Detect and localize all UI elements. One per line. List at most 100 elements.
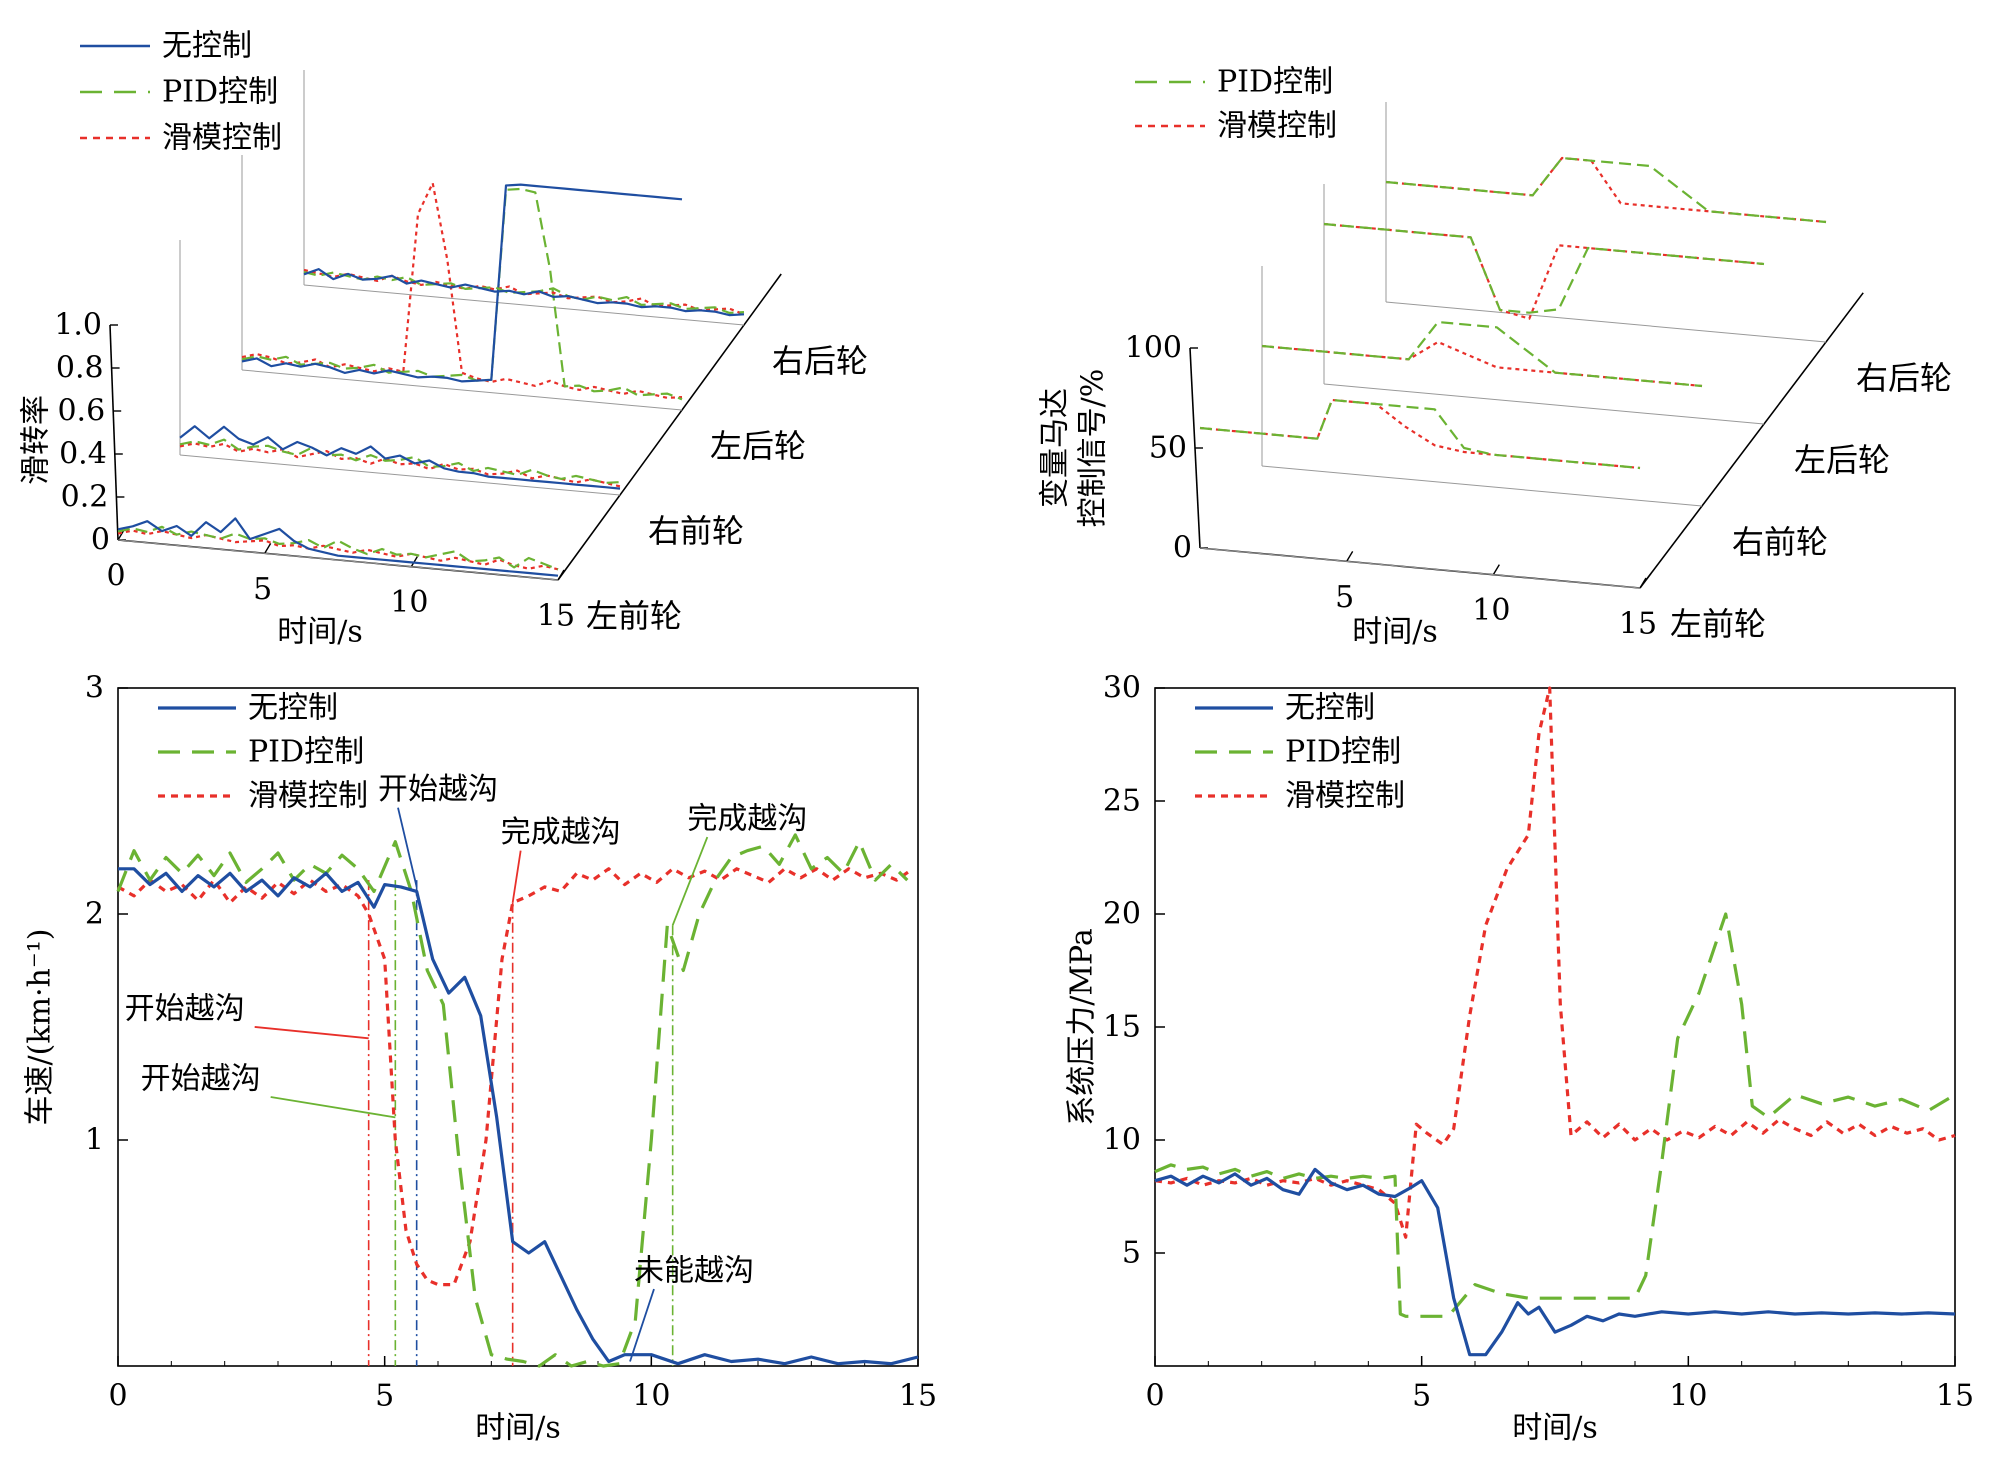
pressure-xlabel: 时间/s — [1512, 1411, 1598, 1446]
slip-series-line-smc-wheel2 — [241, 182, 683, 399]
pressure-ytick-label: 5 — [1122, 1236, 1141, 1271]
pressure-xtick-label: 5 — [1412, 1379, 1431, 1414]
speed-annotation-label-3: 开始越沟 — [125, 991, 245, 1026]
motor-series-line-smc-wheel0 — [1199, 398, 1641, 470]
slip-wheel-label-0: 左前轮 — [586, 597, 682, 635]
slip-wheel-label-1: 右前轮 — [648, 512, 744, 550]
speed-xtick-label: 0 — [108, 1379, 127, 1414]
slip-z-axis — [109, 324, 119, 541]
speed-annotation-label-4: 开始越沟 — [141, 1061, 261, 1096]
pressure-xtick-label: 15 — [1936, 1379, 1974, 1414]
motor-series-line-pid-wheel1 — [1261, 320, 1703, 388]
pressure-ytick-label: 25 — [1103, 784, 1141, 819]
pressure-ytick-label: 10 — [1103, 1123, 1141, 1158]
motor-xtick-mark — [1492, 564, 1500, 576]
motor-xtick-label: 10 — [1472, 593, 1510, 628]
slip-wheel-label-3: 右后轮 — [772, 342, 868, 380]
motor-zlabel-line-0: 变量马达 — [1038, 388, 1073, 508]
slip-series-line-none-wheel1 — [179, 425, 621, 490]
slip-ztick-label: 0.6 — [57, 394, 105, 429]
motor-series-line-smc-wheel3 — [1385, 156, 1827, 224]
slip-wheel-baseline-1 — [179, 454, 621, 496]
speed-annotation-leader-5 — [629, 1288, 655, 1362]
slip-series-line-pid-wheel3 — [303, 271, 745, 314]
motor-series-line-pid-wheel3 — [1385, 156, 1827, 224]
slip-ztick-label: 0 — [91, 523, 110, 558]
pressure-ytick-label: 30 — [1103, 671, 1141, 706]
speed-series-line-smc — [117, 867, 914, 1287]
speed-ytick-label: 1 — [85, 1123, 104, 1158]
motor-ztick-label: 0 — [1173, 531, 1192, 566]
speed-xtick-label: 5 — [375, 1379, 394, 1414]
motor-ztick-label: 100 — [1125, 331, 1182, 366]
slip-series-line-none-wheel3 — [303, 268, 745, 317]
slip-xtick-mark — [557, 569, 565, 581]
speed-annotation-label-5: 未能越沟 — [634, 1254, 754, 1289]
pressure-legend-label-0: 无控制 — [1285, 691, 1375, 726]
speed-annotation-leader-3 — [254, 1026, 369, 1040]
pressure-ytick-label: 20 — [1103, 897, 1141, 932]
motor-wheel-label-0: 左前轮 — [1670, 605, 1766, 643]
motor-series-line-pid-wheel0 — [1199, 398, 1641, 470]
slip-wheel-baseline-2 — [241, 369, 683, 411]
speed-legend-label-0: 无控制 — [248, 691, 338, 726]
slip-xlabel: 时间/s — [277, 615, 363, 650]
slip-series-line-smc-wheel1 — [179, 442, 621, 488]
slip-ztick-label: 1.0 — [54, 308, 102, 343]
motor-wheel-baseline-2 — [1323, 383, 1765, 425]
slip-legend-label-1: PID控制 — [162, 75, 278, 110]
speed-ytick-label: 3 — [85, 671, 104, 706]
slip-xtick-mark — [264, 542, 272, 554]
speed-annotation-leader-0 — [397, 807, 418, 888]
pressure-plot-frame — [1154, 687, 1956, 1367]
motor-legend-label-0: PID控制 — [1217, 65, 1333, 100]
speed-annotation-leader-1 — [511, 850, 522, 903]
motor-xtick-label: 15 — [1619, 607, 1657, 642]
slip-zlabel: 滑转率 — [19, 395, 54, 485]
speed-annotation-label-2: 完成越沟 — [687, 802, 807, 837]
slip-xtick-label: 15 — [537, 599, 575, 634]
slip-xtick-mark — [117, 529, 125, 541]
slip-ztick-label: 0.8 — [56, 351, 104, 386]
slip-xtick-label: 0 — [106, 559, 125, 594]
pressure-series-line-smc — [1154, 686, 1956, 1239]
slip-series-line-none-wheel0 — [117, 517, 559, 577]
slip-wheel-label-2: 左后轮 — [710, 427, 806, 465]
motor-xlabel: 时间/s — [1352, 615, 1438, 650]
speed-series-line-pid — [116, 833, 909, 1368]
motor-zlabel-line-1: 控制信号/% — [1076, 369, 1111, 528]
slip-series-line-smc-wheel0 — [117, 529, 559, 571]
speed-series-line-none — [118, 867, 919, 1366]
motor-legend-label-1: 滑模控制 — [1217, 109, 1337, 144]
slip-ztick-label: 0.2 — [61, 480, 109, 515]
motor-series-line-pid-wheel2 — [1323, 222, 1765, 314]
speed-annotation-leader-2 — [671, 836, 709, 926]
slip-wheel-baseline-3 — [303, 284, 745, 326]
slip-series-line-none-wheel2 — [241, 183, 683, 383]
slip-legend-label-0: 无控制 — [162, 29, 252, 64]
speed-annotation-label-1: 完成越沟 — [501, 815, 621, 850]
speed-annotation-label-0: 开始越沟 — [378, 772, 498, 807]
motor-xtick-mark — [1639, 577, 1647, 589]
motor-series-line-smc-wheel1 — [1261, 340, 1703, 388]
motor-wheel-label-3: 右后轮 — [1856, 359, 1952, 397]
speed-plot-frame — [117, 687, 919, 1367]
motor-ztick-label: 50 — [1149, 431, 1187, 466]
motor-wheel-label-2: 左后轮 — [1794, 441, 1890, 479]
pressure-legend-label-1: PID控制 — [1285, 735, 1401, 770]
speed-xlabel: 时间/s — [475, 1411, 561, 1446]
pressure-xtick-label: 0 — [1145, 1379, 1164, 1414]
speed-annotation-leader-4 — [270, 1096, 396, 1119]
slip-series-line-smc-wheel3 — [303, 268, 745, 316]
pressure-series-line-none — [1154, 1167, 1956, 1357]
motor-series-line-smc-wheel2 — [1323, 222, 1765, 320]
speed-xtick-label: 10 — [632, 1379, 670, 1414]
slip-wheel-baseline-0 — [117, 539, 559, 581]
motor-xtick-label: 5 — [1335, 580, 1354, 615]
pressure-series-line-pid — [1154, 912, 1956, 1318]
slip-series-line-pid-wheel0 — [117, 525, 559, 571]
pressure-ytick-label: 15 — [1103, 1010, 1141, 1045]
